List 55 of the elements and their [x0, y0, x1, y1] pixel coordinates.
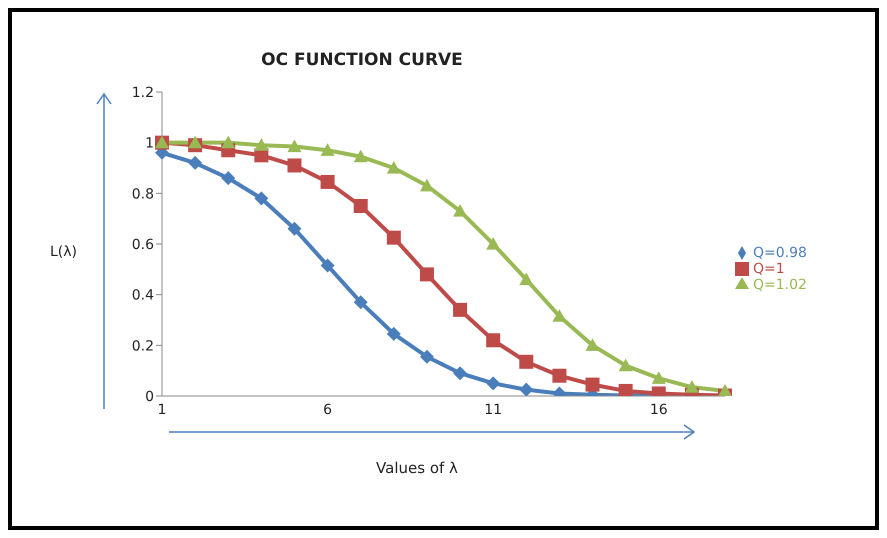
- point: [386, 326, 401, 341]
- point: [652, 371, 666, 384]
- point: [354, 150, 368, 162]
- x-tick-label: 1: [158, 402, 166, 418]
- point: [453, 366, 468, 380]
- legend-label: Q=1.02: [753, 277, 807, 293]
- point: [420, 350, 434, 364]
- point: [354, 295, 368, 310]
- point: [188, 156, 202, 170]
- x-axis-title: Values of λ: [375, 459, 459, 477]
- point: [287, 158, 302, 172]
- point: [586, 338, 600, 351]
- y-tick-label: 0.4: [132, 288, 154, 304]
- x-tick-label: 16: [650, 402, 668, 418]
- point: [718, 384, 732, 396]
- point: [386, 230, 401, 245]
- point: [221, 136, 236, 148]
- point: [320, 174, 335, 189]
- point: [618, 384, 633, 396]
- y-tick-label: 0.8: [132, 186, 154, 202]
- point: [453, 204, 468, 217]
- y-tick-label: 0: [145, 388, 154, 405]
- chart-title: OC FUNCTION CURVE: [260, 50, 464, 70]
- point: [684, 380, 699, 393]
- point: [420, 267, 434, 282]
- point: [519, 382, 534, 396]
- y-tick-label: 1.2: [132, 84, 154, 101]
- legend-label: Q=0.98: [753, 245, 807, 261]
- point: [618, 358, 633, 372]
- point: [586, 378, 600, 392]
- x-tick-label: 11: [484, 402, 502, 418]
- point: [552, 368, 566, 383]
- y-tick-label: 0.2: [132, 338, 154, 354]
- point: [287, 139, 302, 152]
- point: [386, 161, 401, 174]
- point: [320, 258, 335, 273]
- point: [552, 309, 566, 322]
- point: [254, 138, 268, 151]
- point: [254, 191, 268, 206]
- y-tick-label: 1: [145, 136, 154, 152]
- point: [519, 272, 534, 286]
- y-tick-label: 0.6: [132, 236, 154, 253]
- legend-label: Q=1: [753, 261, 785, 277]
- point: [354, 199, 368, 213]
- point: [221, 171, 236, 186]
- point: [486, 237, 500, 250]
- point: [453, 302, 468, 317]
- point: [320, 143, 335, 156]
- point: [287, 222, 302, 236]
- point: [188, 136, 202, 148]
- point: [486, 333, 500, 348]
- point: [486, 376, 500, 390]
- point: [519, 354, 534, 369]
- x-tick-label: 6: [323, 402, 332, 418]
- y-axis-title: L(λ): [50, 244, 78, 260]
